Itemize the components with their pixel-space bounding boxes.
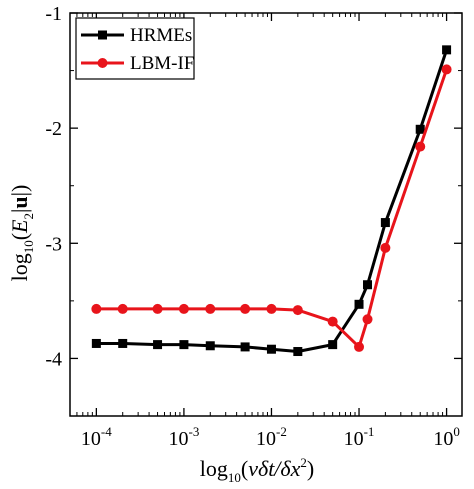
legend-box: [75, 17, 195, 80]
x-axis-label-sup: 2: [300, 455, 307, 470]
x-tick-label-exp: 0: [453, 424, 460, 439]
y-axis-label-bar-left: |: [7, 209, 32, 213]
legend: HRMEs LBM-IF: [75, 17, 195, 80]
legend-marker-hrmes: [98, 30, 107, 40]
x-axis-label-open: (: [241, 456, 248, 481]
data-point-hrmes: [354, 299, 364, 309]
data-point-hrmes: [205, 341, 215, 351]
data-point-lbm-if: [152, 303, 163, 314]
x-axis-label-close: ): [307, 456, 314, 481]
y-tick-label-1: -2: [45, 118, 62, 140]
data-point-hrmes: [380, 218, 390, 228]
data-point-lbm-if: [441, 64, 452, 75]
x-tick-label-base: 10: [81, 428, 101, 450]
x-tick-label-exp: -2: [276, 424, 287, 439]
data-point-lbm-if: [266, 303, 277, 314]
plot-frame: [69, 12, 463, 417]
x-tick-label-exp: -4: [101, 424, 112, 439]
data-point-lbm-if: [354, 341, 365, 352]
data-point-hrmes: [415, 124, 425, 134]
series-layer: [91, 45, 452, 357]
data-point-lbm-if: [362, 314, 373, 325]
y-axis-label-open: (: [7, 233, 32, 240]
data-point-lbm-if: [415, 141, 426, 152]
data-point-lbm-if: [205, 303, 216, 314]
y-axis-label-u: u: [7, 196, 32, 208]
legend-marker-lbm-if: [97, 58, 108, 68]
data-point-hrmes: [363, 280, 373, 290]
x-axis-label-prefix: log: [200, 456, 228, 481]
series-hrmes: [91, 45, 452, 357]
data-point-hrmes: [328, 340, 338, 350]
data-point-lbm-if: [327, 316, 338, 327]
x-axis-label-nu: v: [248, 456, 258, 481]
series-lbm-if: [91, 64, 452, 352]
y-axis-label-e: E: [7, 219, 32, 234]
x-axis-label: log10(vδt/δx2): [200, 455, 315, 485]
data-point-lbm-if: [380, 242, 391, 253]
x-axis-label-sub: 10: [228, 470, 241, 485]
legend-label-lbm-if: LBM-IF: [130, 53, 194, 74]
x-tick-label-2: 10-2: [256, 424, 287, 450]
data-point-hrmes: [442, 45, 452, 55]
x-tick-label-base: 10: [344, 428, 364, 450]
data-point-lbm-if: [292, 305, 303, 316]
data-point-hrmes: [153, 340, 163, 350]
data-point-lbm-if: [91, 303, 102, 314]
y-tick-label-0: -1: [45, 3, 62, 25]
data-point-hrmes: [179, 340, 189, 350]
y-axis-label-close: ): [7, 185, 32, 192]
y-axis-label-prefix: log: [7, 253, 32, 281]
y-axis-label-bar-right: |: [7, 192, 32, 196]
data-point-lbm-if: [240, 303, 251, 314]
y-tick-label-3: -4: [45, 348, 62, 370]
x-tick-label-exp: -3: [188, 424, 199, 439]
data-point-lbm-if: [117, 303, 128, 314]
x-tick-label-exp: -1: [364, 424, 375, 439]
x-tick-label-base: 10: [168, 428, 188, 450]
x-tick-label-1: 10-3: [168, 424, 199, 450]
y-axis-label-sub2: 2: [21, 213, 36, 220]
x-tick-label-4: 100: [433, 424, 460, 450]
data-point-hrmes: [266, 344, 276, 354]
x-tick-label-base: 10: [256, 428, 276, 450]
y-axis-label: log10(E2|u|): [7, 185, 36, 282]
x-axis-label-mid: δt/δx: [258, 456, 301, 481]
x-tick-label-base: 10: [433, 428, 453, 450]
y-axis-label-sub: 10: [21, 240, 36, 253]
data-point-hrmes: [240, 342, 250, 352]
data-point-hrmes: [293, 347, 303, 357]
axes: 10-4 10-3 10-2 10-1 100-1-2-3-4: [45, 3, 463, 450]
legend-label-hrmes: HRMEs: [130, 25, 192, 46]
data-point-hrmes: [91, 338, 101, 348]
data-point-hrmes: [118, 338, 128, 348]
x-tick-label-3: 10-1: [344, 424, 375, 450]
data-point-lbm-if: [178, 303, 189, 314]
y-tick-label-2: -3: [45, 233, 62, 255]
x-tick-label-0: 10-4: [81, 424, 112, 450]
